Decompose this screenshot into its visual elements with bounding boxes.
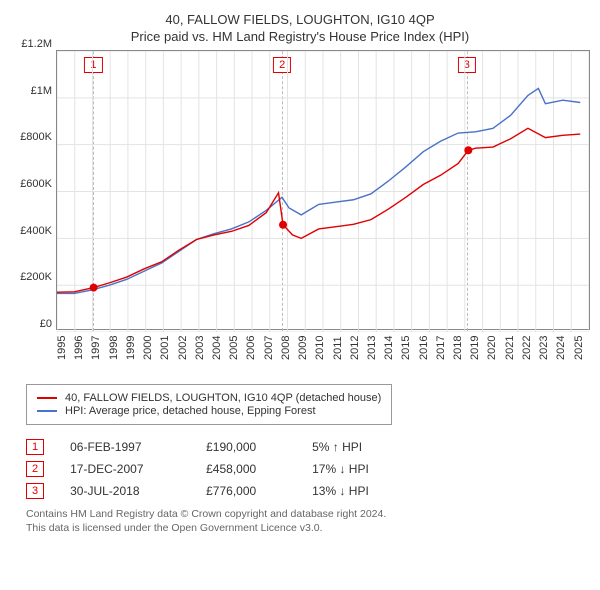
legend-label: HPI: Average price, detached house, Eppi… xyxy=(65,405,316,417)
footer-line: Contains HM Land Registry data © Crown c… xyxy=(26,507,590,521)
legend-swatch xyxy=(37,410,57,412)
row-pct: 5% ↑ HPI xyxy=(312,440,412,454)
row-date: 06-FEB-1997 xyxy=(70,440,180,454)
row-price: £190,000 xyxy=(206,440,286,454)
table-row: 2 17-DEC-2007 £458,000 17% ↓ HPI xyxy=(26,461,590,477)
table-row: 1 06-FEB-1997 £190,000 5% ↑ HPI xyxy=(26,439,590,455)
row-flag: 2 xyxy=(26,461,44,477)
y-axis: £1.2M£1M£800K£600K£400K£200K£0 xyxy=(10,50,56,330)
row-pct: 13% ↓ HPI xyxy=(312,484,412,498)
row-flag: 1 xyxy=(26,439,44,455)
chart-container: 40, FALLOW FIELDS, LOUGHTON, IG10 4QP Pr… xyxy=(10,12,590,535)
table-row: 3 30-JUL-2018 £776,000 13% ↓ HPI xyxy=(26,483,590,499)
chart-svg xyxy=(57,51,589,332)
transactions-table: 1 06-FEB-1997 £190,000 5% ↑ HPI 2 17-DEC… xyxy=(26,439,590,499)
legend: 40, FALLOW FIELDS, LOUGHTON, IG10 4QP (d… xyxy=(26,384,392,425)
chart-subtitle: Price paid vs. HM Land Registry's House … xyxy=(10,29,590,44)
row-date: 30-JUL-2018 xyxy=(70,484,180,498)
legend-label: 40, FALLOW FIELDS, LOUGHTON, IG10 4QP (d… xyxy=(65,392,381,404)
legend-swatch xyxy=(37,397,57,399)
row-date: 17-DEC-2007 xyxy=(70,462,180,476)
row-flag: 3 xyxy=(26,483,44,499)
footer: Contains HM Land Registry data © Crown c… xyxy=(26,507,590,535)
footer-line: This data is licensed under the Open Gov… xyxy=(26,521,590,535)
chart-title: 40, FALLOW FIELDS, LOUGHTON, IG10 4QP xyxy=(10,12,590,27)
row-pct: 17% ↓ HPI xyxy=(312,462,412,476)
x-axis: 1995199619971998199920002001200220032004… xyxy=(56,330,590,368)
legend-item: 40, FALLOW FIELDS, LOUGHTON, IG10 4QP (d… xyxy=(37,392,381,404)
row-price: £458,000 xyxy=(206,462,286,476)
plot-area: 123 xyxy=(56,50,590,330)
row-price: £776,000 xyxy=(206,484,286,498)
legend-item: HPI: Average price, detached house, Eppi… xyxy=(37,405,381,417)
